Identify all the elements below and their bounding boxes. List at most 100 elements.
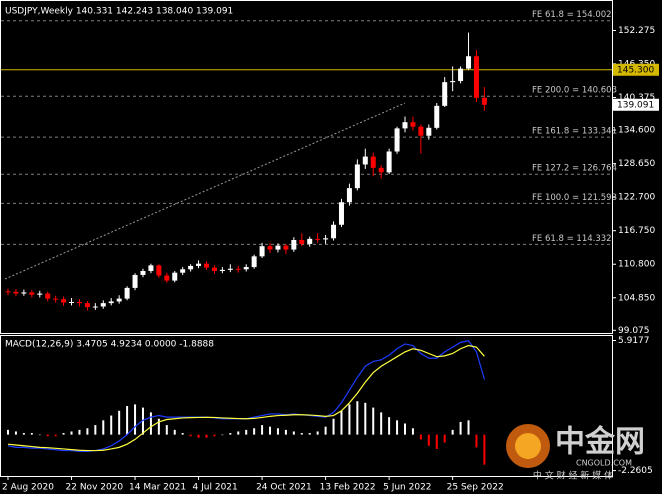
fibo-level-label: FE 127.2 = 126.764: [532, 164, 617, 174]
fibo-level-label: FE 61.8 = 154.002: [532, 10, 612, 20]
fibo-level-label: FE 161.8 = 133.341: [532, 127, 617, 137]
candle-body: [466, 56, 472, 69]
candle-body: [291, 239, 297, 250]
last-price-box: [613, 98, 659, 111]
macd-histogram-bar: [22, 433, 25, 435]
candle-body: [100, 303, 106, 307]
candle-body: [124, 287, 130, 299]
candle-body: [283, 245, 289, 250]
macd-histogram-bar: [443, 434, 446, 443]
x-tick-label: 2 Aug 2020: [2, 483, 54, 493]
candle-body: [418, 126, 424, 136]
candle-body: [307, 238, 313, 244]
candle-body: [29, 292, 35, 295]
y-tick-label: 140.375: [618, 93, 655, 103]
macd-histogram-bar: [475, 434, 478, 448]
candle-body: [53, 298, 59, 300]
macd-histogram-bar: [284, 429, 287, 435]
y-tick-label: 110.800: [618, 260, 655, 270]
candle-body: [180, 269, 186, 273]
candle-body: [140, 270, 146, 275]
candle-body: [402, 122, 408, 129]
chart-title: USDJPY,Weekly 140.331 142.243 138.040 13…: [5, 7, 233, 17]
macd-histogram-bar: [467, 420, 470, 435]
macd-histogram-bar: [372, 407, 375, 435]
candle-body: [251, 256, 257, 268]
macd-histogram-bar: [38, 434, 41, 436]
macd-histogram-bar: [364, 402, 367, 435]
macd-histogram-bar: [221, 434, 224, 436]
macd-histogram-bar: [340, 410, 343, 435]
macd-histogram-bar: [396, 420, 399, 435]
macd-histogram-bar: [292, 431, 295, 435]
candle-body: [188, 265, 194, 270]
macd-histogram-bar: [149, 412, 152, 435]
candle-body: [172, 272, 178, 281]
candle-body: [132, 274, 138, 288]
macd-y-tick-label: 5.9177: [618, 336, 650, 346]
candle-body: [37, 293, 43, 295]
macd-histogram-bar: [70, 431, 73, 435]
macd-histogram-bar: [276, 428, 279, 435]
macd-histogram-bar: [332, 418, 335, 435]
candle-body: [5, 291, 11, 293]
candle-body: [386, 151, 392, 173]
y-tick-label: 152.275: [618, 26, 655, 36]
candle-body: [426, 127, 432, 136]
macd-title: MACD(12,26,9) 3.4705 4.9234 0.0000 -1.88…: [5, 340, 214, 350]
candle-body: [378, 167, 384, 173]
candle-body: [323, 238, 329, 240]
watermark-logo-inner: [515, 433, 541, 459]
candle-body: [196, 263, 202, 266]
macd-histogram-bar: [324, 426, 327, 435]
macd-histogram-bar: [86, 428, 89, 435]
macd-histogram-bar: [261, 425, 264, 435]
candle-body: [275, 245, 281, 250]
main-panel-frame: [0, 0, 613, 334]
candle-body: [346, 188, 352, 203]
watermark-name: 中金网: [555, 425, 645, 460]
fibo-anchor-line: [4, 102, 406, 280]
macd-histogram-bar: [173, 429, 176, 435]
y-tick-label: 116.750: [618, 226, 655, 236]
macd-histogram-bar: [134, 404, 137, 435]
macd-histogram-bar: [459, 421, 462, 435]
candle-body: [458, 68, 464, 82]
candle-body: [92, 306, 98, 308]
candle-body: [473, 56, 479, 98]
candle-body: [410, 122, 416, 127]
candle-body: [235, 268, 241, 270]
candle-body: [299, 239, 305, 244]
candle-body: [204, 263, 209, 268]
candle-body: [69, 301, 75, 303]
candle-body: [434, 105, 440, 128]
candle-body: [450, 81, 456, 83]
candle-body: [76, 301, 82, 304]
candle-body: [148, 265, 154, 271]
macd-histogram-bar: [30, 433, 33, 435]
macd-histogram-bar: [380, 412, 383, 435]
x-tick-label: 13 Feb 2022: [320, 483, 376, 493]
candle-body: [259, 246, 265, 257]
candle-body: [156, 265, 162, 276]
candle-body: [45, 293, 51, 299]
macd-histogram-bar: [197, 434, 200, 438]
macd-histogram-bar: [308, 433, 311, 435]
candle-body: [211, 267, 217, 271]
watermark-domain: CNGOLD.COM: [576, 459, 632, 468]
macd-histogram-bar: [451, 429, 454, 435]
macd-histogram-bar: [419, 434, 422, 440]
y-tick-label: 128.650: [618, 159, 655, 169]
plot-layer: 152.275146.350140.375134.600128.650122.7…: [1, 10, 659, 493]
y-tick-label: 134.600: [618, 126, 655, 136]
macd-histogram-bar: [388, 417, 391, 435]
candle-body: [116, 298, 122, 302]
x-tick-label: 24 Oct 2021: [256, 483, 312, 493]
macd-histogram-bar: [141, 407, 144, 435]
watermark-slogan: 中 文 财 经 新 媒 体: [533, 470, 613, 482]
macd-histogram-bar: [205, 434, 208, 438]
macd-histogram-bar: [62, 433, 65, 435]
candle-body: [331, 224, 337, 239]
candle-body: [21, 292, 27, 294]
